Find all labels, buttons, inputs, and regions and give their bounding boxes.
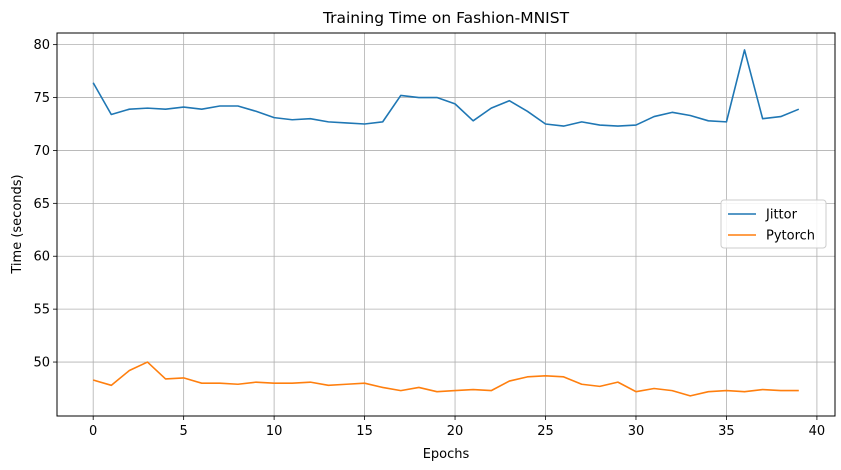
x-tick-label: 30 xyxy=(628,424,645,439)
x-tick-label: 0 xyxy=(89,424,97,439)
legend: Jittor Pytorch xyxy=(720,199,827,249)
series-lines xyxy=(92,49,800,397)
y-tick-label: 75 xyxy=(33,91,50,106)
x-tick-label: 20 xyxy=(447,424,464,439)
y-tick-label: 80 xyxy=(33,38,50,53)
x-tick-label: 35 xyxy=(718,424,735,439)
x-tick-label: 40 xyxy=(809,424,826,439)
legend-label: Pytorch xyxy=(766,229,815,244)
series-line-jittor xyxy=(92,49,800,127)
x-axis-ticks: 0 5 10 15 20 25 30 35 40 xyxy=(89,416,825,439)
y-tick-label: 70 xyxy=(33,144,50,159)
legend-label: Jittor xyxy=(765,208,798,223)
y-axis-title: Time (seconds) xyxy=(10,174,25,274)
y-tick-label: 60 xyxy=(33,250,50,265)
series-line-pytorch xyxy=(92,361,799,397)
x-tick-label: 10 xyxy=(266,424,283,439)
legend-box xyxy=(720,199,827,249)
x-tick-label: 25 xyxy=(537,424,554,439)
x-axis-title: Epochs xyxy=(423,447,470,462)
x-tick-label: 5 xyxy=(180,424,188,439)
y-tick-label: 65 xyxy=(33,197,50,212)
chart-title: Training Time on Fashion-MNIST xyxy=(322,9,570,27)
grid xyxy=(57,33,835,416)
y-tick-label: 55 xyxy=(33,303,50,318)
y-tick-label: 50 xyxy=(33,356,50,371)
y-axis-ticks: 50 55 60 65 70 75 80 xyxy=(33,38,57,371)
plot-frame xyxy=(56,32,836,417)
x-tick-label: 15 xyxy=(356,424,373,439)
